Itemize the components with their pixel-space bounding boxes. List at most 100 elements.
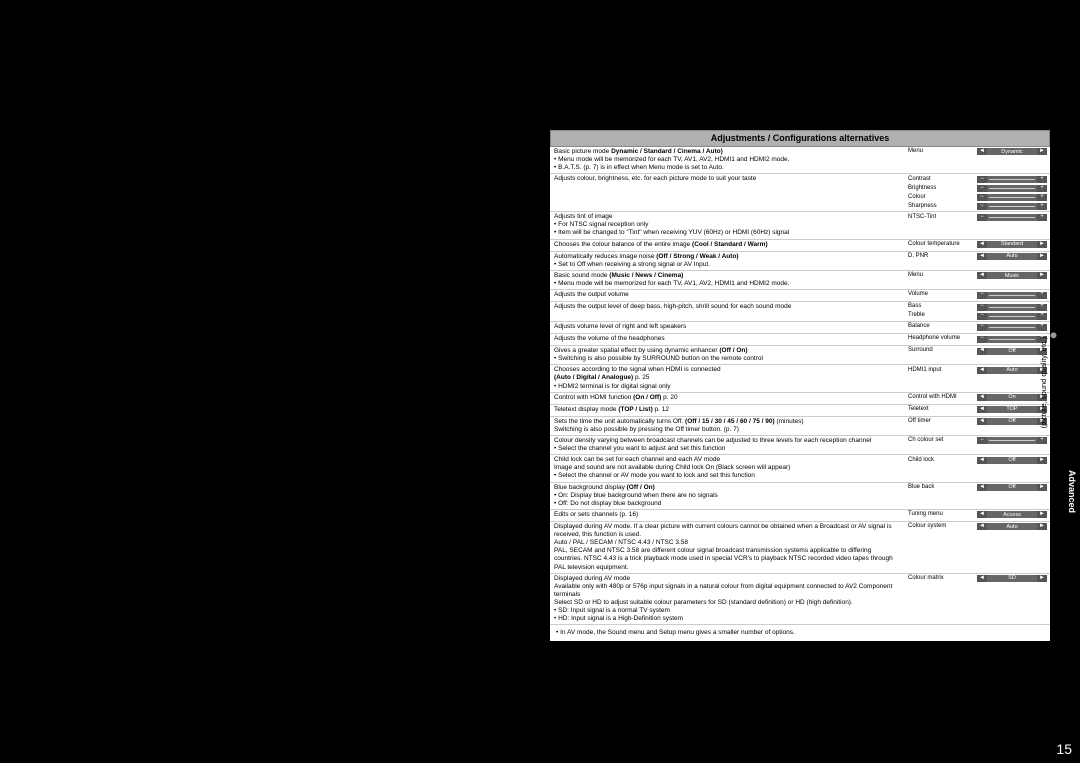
osd-label: Balance — [908, 323, 977, 330]
right-arrow-icon: ► — [1037, 575, 1047, 582]
osd-value-bar: ◄ Dynamic ► — [977, 148, 1047, 155]
osd-value: Off — [1008, 484, 1015, 491]
osd-line: Colour matrix◄SD► — [908, 575, 1047, 583]
setting-description: Child lock can be set for each channel a… — [550, 455, 905, 481]
osd-line: Menu◄Music► — [908, 272, 1047, 280]
osd-label: Contrast — [908, 176, 977, 183]
left-arrow-icon: ◄ — [977, 457, 987, 464]
setting-description: Control with HDMI function (On / Off) p.… — [550, 393, 905, 404]
osd-preview: Teletext◄TOP► — [905, 405, 1050, 416]
setting-row: Displayed during AV mode. If a clear pic… — [550, 522, 1050, 574]
osd-preview: Colour matrix◄SD► — [905, 574, 1050, 625]
osd-line: Headphone volume−+ — [908, 335, 1047, 343]
footnote: In AV mode, the Sound menu and Setup men… — [550, 625, 1050, 641]
setting-row: Gives a greater spatial effect by using … — [550, 346, 1050, 365]
left-arrow-icon: ◄ — [977, 406, 987, 413]
osd-label: Colour — [908, 194, 977, 201]
osd-preview: Bass−+Treble−+ — [905, 302, 1050, 321]
right-arrow-icon: ► — [1037, 241, 1047, 248]
plus-icon: + — [1037, 185, 1047, 192]
side-label-line1: How to Use Menu Functions — [1048, 340, 1057, 434]
osd-preview: Control with HDMI◄On► — [905, 393, 1050, 404]
osd-label: NTSC-Tint — [908, 214, 977, 221]
setting-row: Chooses according to the signal when HDM… — [550, 365, 1050, 392]
osd-value: On — [1008, 394, 1015, 401]
osd-value-bar: ◄Auto► — [977, 367, 1047, 374]
right-arrow-icon: ► — [1037, 148, 1047, 155]
osd-slider: −+ — [977, 324, 1047, 331]
section-header: Adjustments / Configurations alternative… — [550, 130, 1050, 147]
osd-line: Tuning menu◄Access► — [908, 511, 1047, 519]
setting-description: Adjusts volume level of right and left s… — [550, 322, 905, 333]
minus-icon: − — [977, 194, 987, 201]
osd-value-bar: ◄Auto► — [977, 523, 1047, 530]
osd-label: Teletext — [908, 406, 977, 413]
osd-label: Colour temperature — [908, 241, 977, 248]
osd-line: Volume−+ — [908, 291, 1047, 299]
minus-icon: − — [977, 176, 987, 183]
left-arrow-icon: ◄ — [977, 418, 987, 425]
setting-row: Adjusts volume level of right and left s… — [550, 322, 1050, 334]
osd-value-bar: ◄Access► — [977, 511, 1047, 518]
setting-row: Adjusts the volume of the headphonesHead… — [550, 334, 1050, 346]
osd-label: D. PNR — [908, 253, 977, 260]
osd-value-bar: ◄TOP► — [977, 406, 1047, 413]
osd-line: Contrast−+ — [908, 175, 1047, 183]
osd-slider: −+ — [977, 194, 1047, 201]
osd-line: Brightness−+ — [908, 184, 1047, 192]
plus-icon: + — [1037, 214, 1047, 221]
setting-row: Adjusts the output volumeVolume−+ — [550, 290, 1050, 302]
osd-preview: Volume−+ — [905, 290, 1050, 301]
left-arrow-icon: ◄ — [977, 241, 987, 248]
right-arrow-icon: ► — [1037, 511, 1047, 518]
osd-value-bar: ◄Off► — [977, 348, 1047, 355]
osd-value: Off — [1008, 457, 1015, 464]
setting-description: Adjusts tint of imageFor NTSC signal rec… — [550, 212, 905, 238]
osd-value: SD — [1008, 575, 1016, 582]
osd-line: Surround◄Off► — [908, 347, 1047, 355]
osd-line: Colour−+ — [908, 193, 1047, 201]
osd-preview: NTSC-Tint−+ — [905, 212, 1050, 238]
setting-row: Teletext display mode (TOP / List) p. 12… — [550, 405, 1050, 417]
plus-icon: + — [1037, 313, 1047, 320]
setting-description: Colour density varying between broadcast… — [550, 436, 905, 454]
plus-icon: + — [1037, 304, 1047, 311]
osd-preview: Tuning menu◄Access► — [905, 510, 1050, 521]
setting-row: Basic picture mode Dynamic / Standard / … — [550, 147, 1050, 174]
right-arrow-icon: ► — [1037, 457, 1047, 464]
setting-description: Chooses according to the signal when HDM… — [550, 365, 905, 391]
left-arrow-icon: ◄ — [977, 148, 987, 155]
side-label: (picture, sound quality, etc.) How to Us… — [1039, 330, 1059, 434]
setting-description: Adjusts the volume of the headphones — [550, 334, 905, 345]
minus-icon: − — [977, 203, 987, 210]
osd-label: Colour system — [908, 523, 977, 530]
osd-label: Bass — [908, 303, 977, 310]
osd-value: Off — [1008, 418, 1015, 425]
osd-value: Dynamic — [1001, 149, 1022, 156]
setting-description: Automatically reduces image noise (Off /… — [550, 252, 905, 270]
osd-preview: Colour temperature◄Standard► — [905, 240, 1050, 251]
osd-slider: −+ — [977, 304, 1047, 311]
osd-preview: Colour system◄Auto► — [905, 522, 1050, 573]
osd-preview: D. PNR◄Auto► — [905, 252, 1050, 270]
setting-row: Displayed during AV modeAvailable only w… — [550, 574, 1050, 626]
setting-description: Blue background display (Off / On)On: Di… — [550, 483, 905, 509]
osd-label: Ch colour set — [908, 437, 977, 444]
page-number: 15 — [1056, 741, 1072, 757]
setting-description: Gives a greater spatial effect by using … — [550, 346, 905, 364]
osd-preview: HDMI1 input◄Auto► — [905, 365, 1050, 391]
osd-line: Colour temperature◄Standard► — [908, 241, 1047, 249]
setting-description: Basic picture mode Dynamic / Standard / … — [550, 147, 905, 173]
osd-value: Auto — [1006, 367, 1017, 374]
setting-row: Child lock can be set for each channel a… — [550, 455, 1050, 482]
osd-value-bar: ◄Off► — [977, 418, 1047, 425]
right-arrow-icon: ► — [1037, 484, 1047, 491]
osd-preview: Balance−+ — [905, 322, 1050, 333]
setting-description: Displayed during AV mode. If a clear pic… — [550, 522, 905, 573]
left-arrow-icon: ◄ — [977, 394, 987, 401]
plus-icon: + — [1037, 203, 1047, 210]
osd-value-bar: ◄Standard► — [977, 241, 1047, 248]
osd-line: Bass−+ — [908, 303, 1047, 311]
plus-icon: + — [1037, 437, 1047, 444]
setting-row: Chooses the colour balance of the entire… — [550, 240, 1050, 252]
